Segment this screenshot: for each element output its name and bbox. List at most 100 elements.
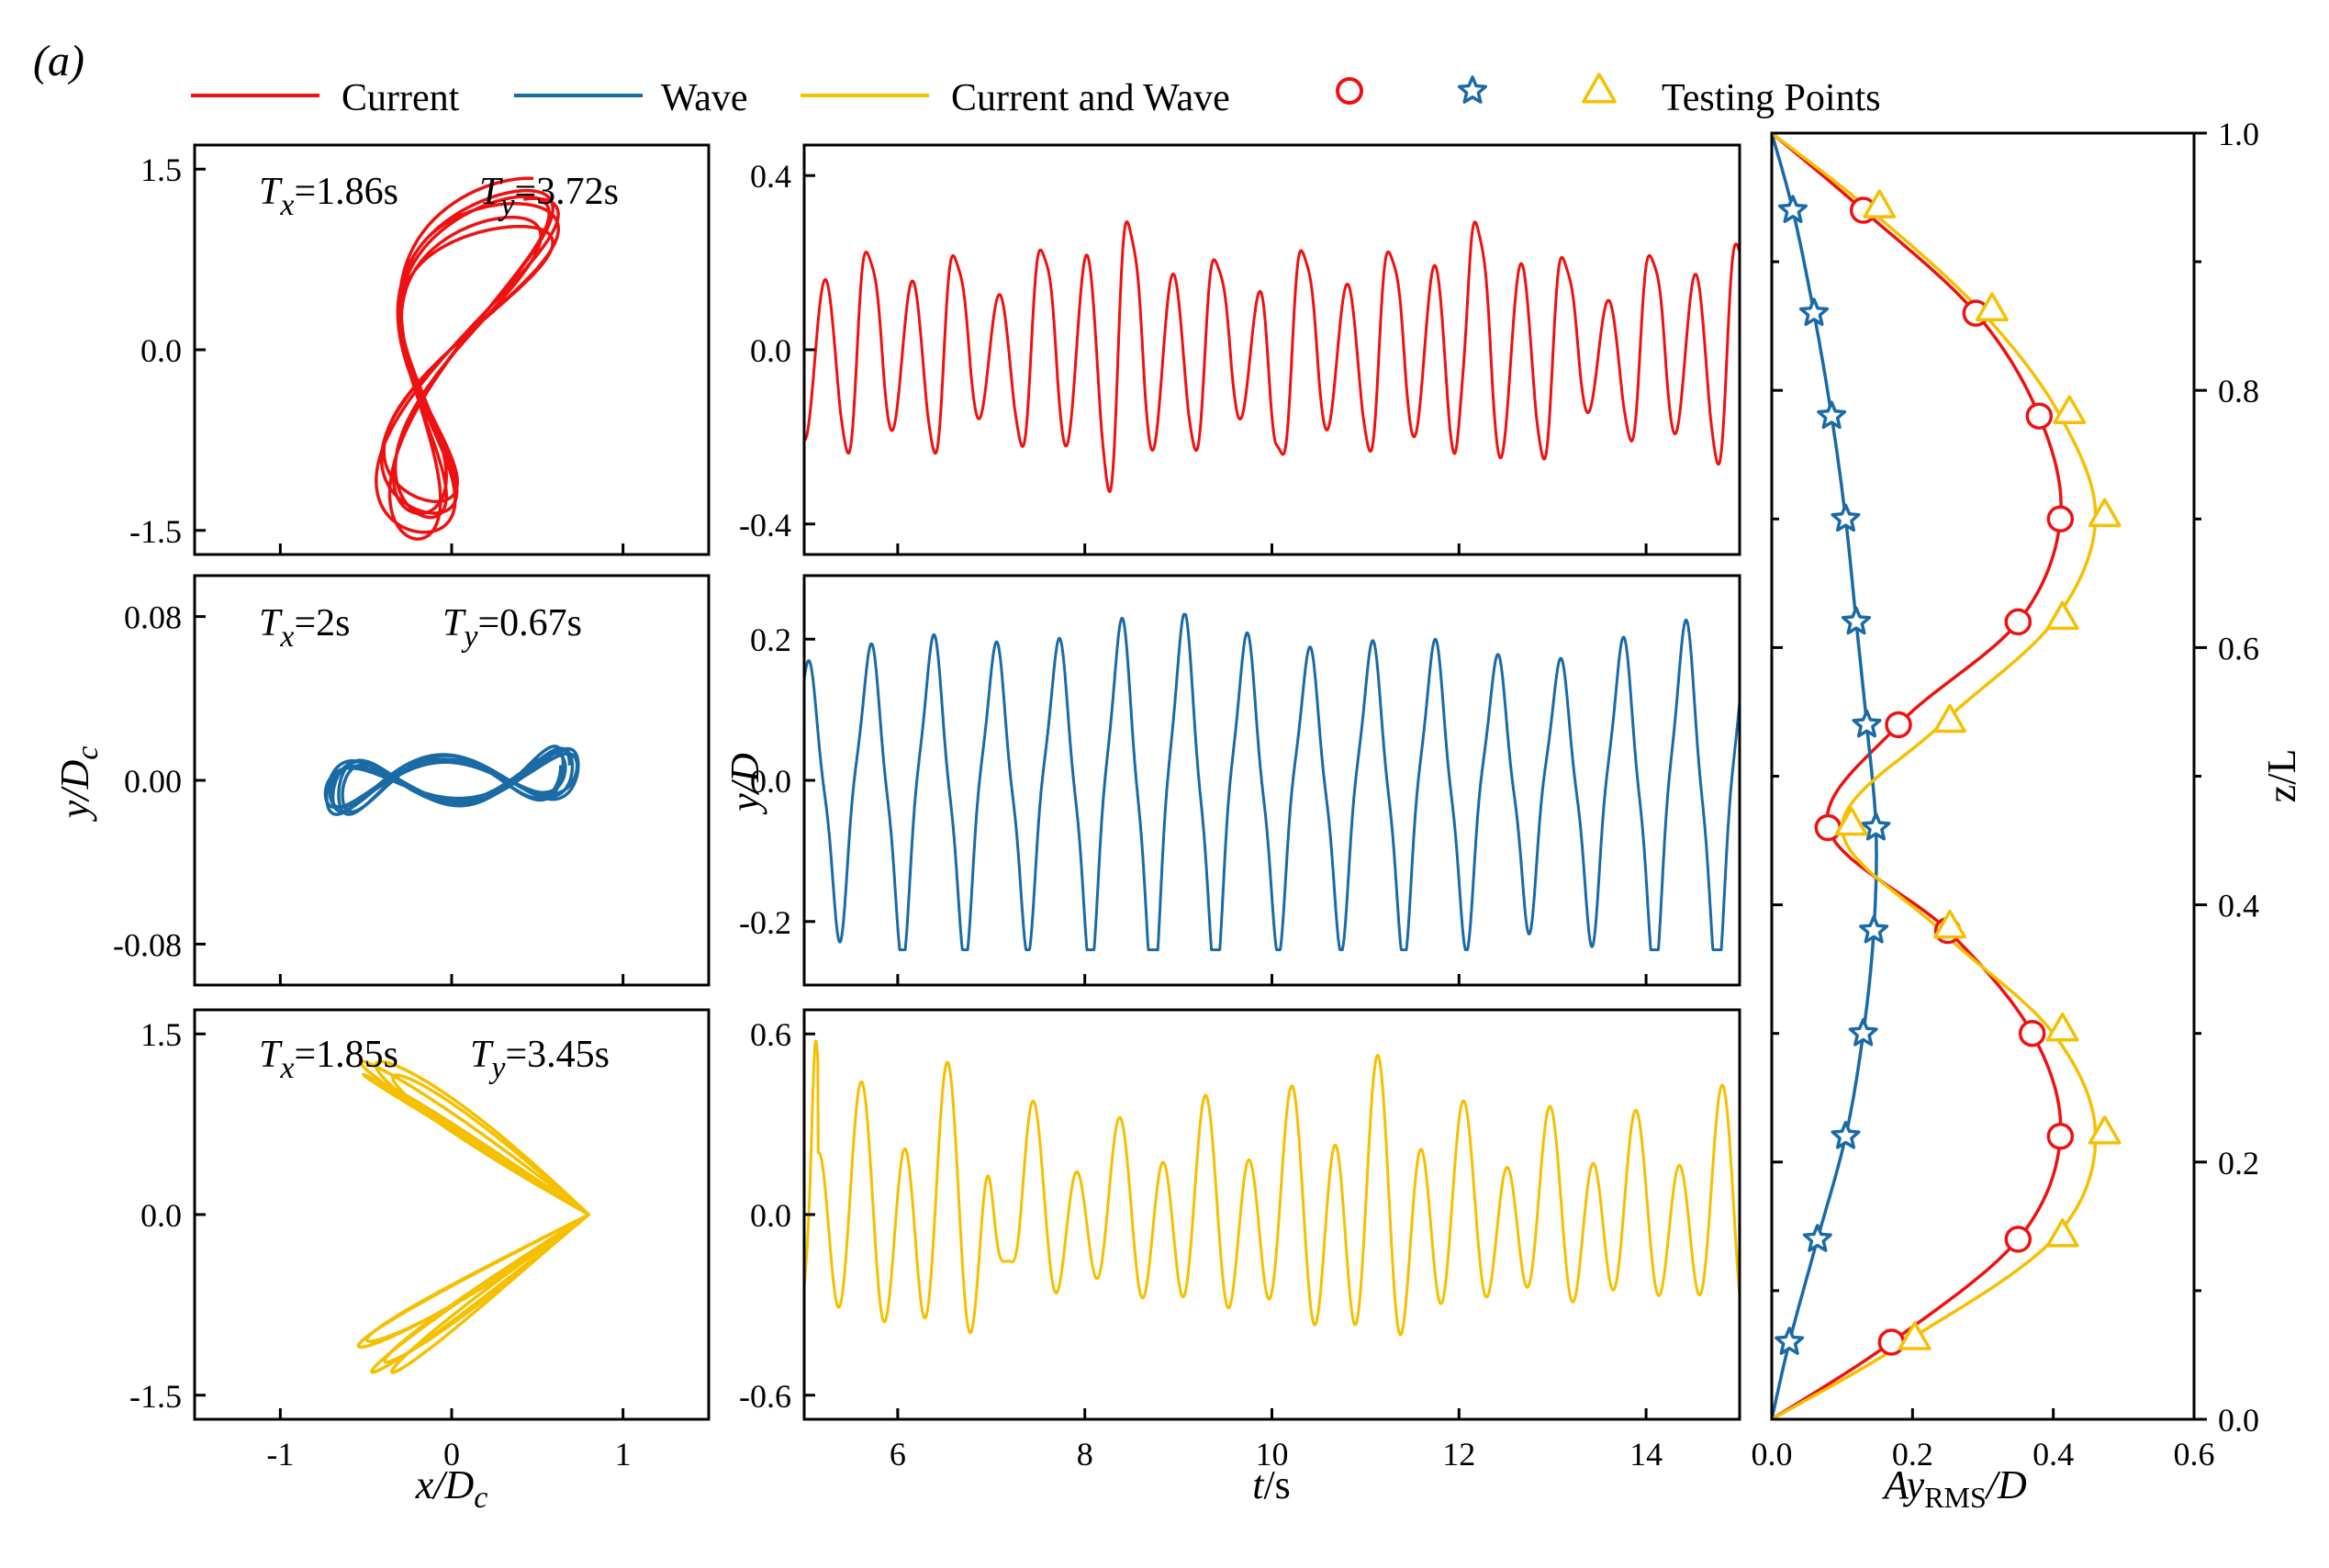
trajectory-current-wave-yticklabel: -1.5 [129,1378,182,1415]
rms-point-star [1861,812,1891,841]
trajectory-current-curve [375,176,561,541]
trajectory-current-wave-annotation-tx: Tx=1.85s [259,1034,398,1085]
trajectory-current-yticklabel: -1.5 [129,513,182,550]
trajectory-current-wave-xticklabel: 0 [443,1436,460,1473]
timeseries-wave-line [804,612,1740,952]
rms-yticklabel: 0.6 [2218,630,2259,666]
timeseries-current-series-group [804,220,1740,494]
rms-point-triangle [2088,1115,2122,1145]
rms-point-circle [2046,505,2075,533]
rms-point-triangle [1834,806,1868,836]
legend-item: Current and Wave [801,77,1230,119]
rms-yticklabel: 1.0 [2218,116,2259,152]
rms-frame [1770,131,2196,1421]
rms-xticklabel: 0.4 [2032,1436,2074,1473]
timeseries-current-wave-xticklabel: 10 [1256,1436,1289,1473]
timeseries-current-wave-xticklabel: 6 [890,1436,906,1473]
trajectory-current-annotation-ty: Ty=3.72s [479,171,619,222]
rms-point-circle [2004,1226,2032,1253]
trajectory-current-curve-group [375,176,561,541]
trajectory-current-wave-xticklabel: 1 [615,1436,632,1473]
timeseries-current-wave-xticklabel: 14 [1629,1436,1663,1473]
legend-triangle-marker [1582,73,1617,104]
timeseries-wave-frame [802,574,1741,987]
legend-label: Current and Wave [951,77,1230,119]
trajectory-wave-curve [323,745,580,816]
trajectory-wave-annotation-ty: Ty=0.67s [442,602,582,654]
timeseries-ylabel: y/D [722,753,767,815]
rms-yticklabel: 0.2 [2218,1145,2259,1182]
rms-line-circle [1772,133,2063,1419]
trajectory-xlabel: x/Dc [415,1462,488,1515]
rms-point-circle [2004,608,2032,636]
rms-point-circle [2025,402,2054,430]
rms-point-triangle [2045,1012,2079,1042]
panel-label: (a) [33,37,84,85]
trajectory-current-yticklabel: 1.5 [140,151,182,188]
trajectory-wave-yticklabel: 0.08 [124,599,182,636]
timeseries-wave-yticklabel: 0.0 [750,763,791,800]
rms-point-circle [2018,1019,2046,1047]
rms-point-star [1848,1017,1878,1047]
trajectory-ylabel: y/Dc [52,746,105,823]
timeseries-current-wave-xticklabel: 12 [1442,1436,1475,1473]
trajectory-current-wave-curve [356,1059,591,1374]
rms-yticklabel: 0.0 [2218,1402,2259,1439]
rms-ylabel: z/L [2259,749,2304,803]
rms-series-group [1772,133,2098,1419]
trajectory-wave-yticklabel: -0.08 [113,926,182,963]
legend-star-marker [1457,75,1488,104]
timeseries-current-yticklabel: 0.0 [750,332,791,369]
timeseries-current-yticklabel: 0.4 [750,158,791,195]
timeseries-current-yticklabel: -0.4 [739,507,791,543]
legend-label: Testing Points [1662,77,1881,119]
timeseries-wave-series-group [804,612,1740,952]
timeseries-wave-yticklabel: -0.2 [739,904,791,941]
timeseries-xlabel: t/s [1252,1462,1291,1507]
rms-point-triangle [1898,1321,1932,1350]
rms-point-triangle [2053,395,2087,425]
rms-point-triangle [1976,292,2009,321]
rms-point-triangle [1933,703,1966,734]
legend-item: Current [191,77,460,119]
rms-xticklabel: 0.6 [2174,1436,2215,1473]
rms-point-triangle [1933,909,1966,939]
rms-xticklabel: 0.2 [1892,1436,1933,1473]
rms-point-star [1841,606,1872,635]
trajectory-current-wave-xticklabel: -1 [266,1436,294,1473]
legend: Current Wave Current and Wave Testing Point… [191,73,1881,119]
rms-point-star [1798,297,1830,327]
legend-label: Wave [661,77,748,119]
legend-item: Wave [514,77,748,119]
rms-point-circle [1885,711,1912,739]
timeseries-current-wave-xticklabel: 8 [1077,1436,1093,1473]
rms-point-star [1777,195,1808,223]
timeseries-current-wave-yticklabel: 0.0 [750,1197,791,1234]
rms-point-circle [2046,1123,2075,1150]
rms-point-star [1831,503,1861,532]
rms-point-triangle [2045,600,2079,631]
trajectory-wave-annotation-tx: Tx=2s [259,602,350,654]
rms-point-triangle [2045,1218,2079,1248]
rms-xticklabel: 0.0 [1752,1436,1793,1473]
timeseries-current-line [804,220,1740,494]
trajectory-current-wave-yticklabel: 1.5 [140,1016,182,1053]
rms-yticklabel: 0.4 [2218,888,2259,924]
timeseries-current-wave-line [804,1039,1740,1337]
rms-point-star [1852,709,1882,738]
timeseries-current-wave-yticklabel: -0.6 [739,1378,791,1415]
rms-point-star [1802,1224,1832,1252]
trajectory-current-annotation-tx: Tx=1.86s [259,171,398,222]
legend-label: Current [342,77,460,119]
rms-line-star [1772,133,1878,1419]
rms-point-triangle [2088,498,2122,528]
rms-point-circle [1814,813,1842,842]
trajectory-wave-curve-group [323,745,580,816]
plot-area: -1.50.01.5Tx=1.86s Ty=3.72s-0.080.000.08 T… [52,116,2304,1515]
rms-point-star [1859,914,1889,944]
legend-circle-marker [1336,77,1363,105]
rms-point-star [1775,1327,1805,1355]
trajectory-wave-yticklabel: 0.00 [124,763,182,800]
timeseries-current-wave-yticklabel: 0.6 [750,1016,791,1053]
